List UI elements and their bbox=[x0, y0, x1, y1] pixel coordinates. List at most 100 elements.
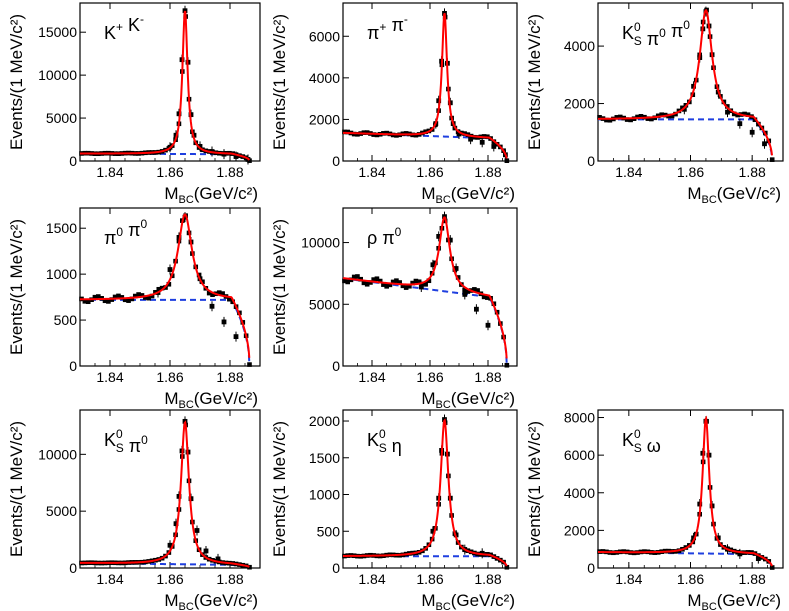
x-tick-label: 1.88 bbox=[474, 369, 501, 385]
data-point bbox=[669, 113, 675, 119]
panel-4: 1.84 1.86 1.88 0 500 1000 1500 Events/(1 MeV/c²… bbox=[7, 207, 261, 411]
y-axis-title: Events/(1 MeV/c²) bbox=[7, 14, 26, 150]
data-point bbox=[403, 285, 409, 290]
data-point bbox=[92, 294, 98, 300]
background-curve bbox=[598, 118, 774, 162]
y-tick-label: 1000 bbox=[309, 487, 340, 503]
data-point bbox=[102, 298, 108, 304]
data-point bbox=[146, 295, 151, 301]
panel-3: 1.84 1.86 1.88 0 2000 4000 Events/(1 MeV/c²) MB… bbox=[525, 2, 784, 206]
data-point bbox=[624, 117, 630, 122]
data-point bbox=[479, 139, 485, 145]
data-point bbox=[143, 295, 148, 300]
data-point bbox=[735, 112, 740, 118]
data-point bbox=[377, 278, 383, 284]
x-tick-label: 1.88 bbox=[474, 571, 501, 587]
data-point bbox=[122, 297, 128, 303]
data-point bbox=[355, 132, 360, 137]
data-point bbox=[210, 292, 215, 298]
data-point bbox=[607, 117, 613, 123]
data-point bbox=[371, 277, 376, 282]
data-point bbox=[491, 144, 497, 149]
data-point bbox=[136, 292, 141, 297]
data-point bbox=[390, 279, 396, 285]
data-point bbox=[182, 214, 188, 220]
channel-label: π+ π- bbox=[367, 12, 408, 43]
y-axis-title: Events/(1 MeV/c²) bbox=[270, 421, 289, 557]
data-point bbox=[472, 287, 477, 292]
data-point bbox=[361, 280, 367, 286]
data-point bbox=[769, 565, 775, 570]
data-point bbox=[96, 294, 101, 299]
data-point bbox=[384, 130, 389, 136]
data-point bbox=[203, 548, 209, 554]
y-tick-label: 0 bbox=[587, 153, 595, 169]
data-point bbox=[649, 116, 654, 122]
background-curve bbox=[342, 131, 508, 162]
data-point bbox=[453, 266, 459, 271]
data-point bbox=[355, 274, 360, 279]
data-point bbox=[475, 288, 480, 293]
channel-label: K+ K- bbox=[104, 12, 144, 43]
data-point bbox=[413, 132, 419, 138]
data-point bbox=[410, 280, 415, 286]
data-point bbox=[167, 542, 173, 548]
data-point bbox=[436, 98, 442, 104]
data-point bbox=[364, 281, 370, 287]
data-point bbox=[447, 237, 453, 243]
y-tick-label: 0 bbox=[332, 358, 340, 374]
x-tick-label: 1.86 bbox=[677, 164, 704, 180]
y-tick-label: 6000 bbox=[309, 28, 340, 44]
y-tick-label: 0 bbox=[69, 560, 77, 576]
data-point bbox=[456, 131, 462, 137]
data-point bbox=[182, 8, 188, 14]
data-point bbox=[112, 294, 118, 300]
x-tick-label: 1.86 bbox=[156, 571, 183, 587]
y-tick-label: 10000 bbox=[38, 446, 77, 462]
data-point bbox=[462, 292, 468, 297]
y-tick-label: 10000 bbox=[38, 67, 77, 83]
x-tick-label: 1.84 bbox=[358, 571, 385, 587]
data-point bbox=[132, 293, 138, 299]
data-point bbox=[755, 556, 761, 561]
y-tick-label: 1500 bbox=[46, 220, 77, 236]
data-point bbox=[156, 286, 162, 292]
background-curve bbox=[80, 298, 251, 367]
x-axis-title: MBC(GeV/c²) bbox=[421, 591, 515, 611]
data-point bbox=[215, 556, 221, 562]
data-point bbox=[455, 275, 461, 280]
panel-8: 1.84 1.86 1.88 0 2000 4000 6000 8000 Events/(1 M… bbox=[525, 409, 784, 611]
x-tick-label: 1.88 bbox=[474, 164, 501, 180]
data-point bbox=[416, 279, 422, 285]
data-point bbox=[504, 564, 510, 570]
data-point bbox=[737, 551, 743, 557]
x-tick-label: 1.86 bbox=[416, 369, 443, 385]
data-point bbox=[209, 303, 215, 309]
data-point bbox=[430, 528, 436, 534]
y-tick-label: 5000 bbox=[46, 503, 77, 519]
y-tick-label: 5000 bbox=[309, 296, 340, 312]
data-point bbox=[681, 106, 687, 112]
data-point bbox=[413, 278, 419, 284]
data-point bbox=[628, 117, 633, 123]
y-axis-title: Events/(1 MeV/c²) bbox=[525, 14, 544, 150]
data-point bbox=[82, 299, 88, 304]
y-tick-label: 0 bbox=[332, 153, 340, 169]
y-tick-label: 500 bbox=[54, 312, 78, 328]
y-axis-title: Events/(1 MeV/c²) bbox=[7, 421, 26, 557]
x-tick-label: 1.84 bbox=[615, 164, 642, 180]
data-point bbox=[400, 283, 406, 289]
data-point bbox=[418, 284, 424, 290]
data-point bbox=[126, 298, 131, 303]
data-point bbox=[247, 362, 252, 367]
data-point bbox=[426, 278, 432, 284]
y-tick-label: 2000 bbox=[564, 522, 595, 538]
data-point bbox=[368, 280, 373, 285]
data-point bbox=[485, 322, 491, 328]
data-point bbox=[407, 283, 412, 289]
background-curve bbox=[343, 555, 508, 569]
y-tick-label: 5000 bbox=[46, 110, 77, 126]
data-point bbox=[139, 293, 145, 298]
data-point bbox=[614, 115, 620, 120]
data-point bbox=[604, 117, 609, 123]
